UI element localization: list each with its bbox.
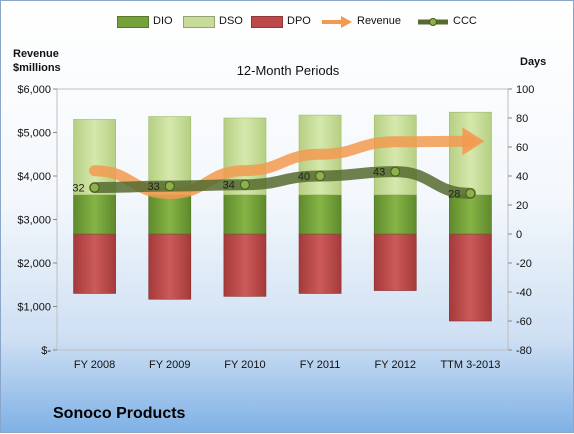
company-name: Sonoco Products: [53, 405, 186, 422]
left-axis-tick-label: $2,000: [17, 258, 51, 270]
left-axis-tick-label: $-: [41, 345, 51, 357]
right-axis-tick-label: 0: [516, 229, 522, 241]
bar-dpo: [298, 233, 342, 294]
bar-dio: [73, 194, 116, 235]
legend-label: CCC: [453, 15, 477, 27]
left-axis-tick-label: $3,000: [17, 215, 51, 227]
ccc-line: [89, 166, 476, 199]
legend-swatch: [183, 16, 215, 28]
chart-legend: DIO DSO DPO Revenue CCC: [1, 1, 574, 41]
legend-label: Revenue: [357, 15, 402, 27]
x-axis-tick-label: FY 2009: [149, 359, 190, 371]
right-axis-tick-label: -20: [516, 258, 532, 270]
ccc-data-label: 28: [448, 188, 460, 200]
x-axis-tick-label: FY 2011: [300, 359, 341, 371]
legend-label: DPO: [287, 15, 311, 27]
plot-area: [56, 88, 509, 351]
bar-dso: [373, 114, 417, 196]
left-axis-title: Revenue $millions: [13, 48, 61, 74]
legend-label: DSO: [219, 15, 243, 27]
x-axis-tick-label: FY 2008: [74, 359, 115, 371]
right-axis-tick-label: -60: [516, 316, 532, 328]
chart-title: 12-Month Periods: [236, 63, 340, 78]
right-axis-tick-label: 60: [516, 142, 528, 154]
ccc-data-label: 40: [298, 171, 310, 183]
ccc-point: [89, 182, 100, 193]
ccc-point: [465, 188, 476, 199]
legend-swatch: [251, 16, 283, 28]
bar-dio: [223, 194, 267, 235]
legend-swatch: [117, 16, 149, 28]
revenue-arrowhead: [462, 127, 485, 156]
bar-dpo: [73, 233, 116, 294]
left-axis-tick-label: $4,000: [17, 171, 51, 183]
ccc-point: [239, 179, 250, 190]
right-axis-tick-label: 80: [516, 113, 528, 125]
left-axis-tick-label: $5,000: [17, 128, 51, 140]
bar-dio: [449, 194, 492, 235]
x-axis-tick-label: TTM 3-2013: [440, 359, 500, 371]
line-marker-icon: [418, 18, 448, 26]
right-axis-title: Days: [520, 56, 547, 68]
bar-dpo: [223, 233, 267, 297]
ccc-point: [164, 181, 175, 192]
bar-dio: [373, 194, 417, 235]
revenue-line: [89, 135, 476, 200]
bar-dpo: [373, 233, 417, 291]
bar-dpo: [449, 233, 492, 322]
bar-dso: [449, 111, 492, 196]
right-axis-tick-label: 20: [516, 200, 528, 212]
left-axis-tick-label: $6,000: [17, 84, 51, 96]
right-axis-tick-label: -80: [516, 345, 532, 357]
right-axis-tick-label: -40: [516, 287, 532, 299]
bar-dio: [148, 194, 192, 235]
left-axis-tick-label: $1,000: [17, 302, 51, 314]
bar-dio: [298, 194, 342, 235]
arrow-icon: [322, 16, 352, 28]
legend-label: DIO: [153, 15, 173, 27]
ccc-data-label: 33: [148, 181, 160, 193]
x-axis-tick-label: FY 2012: [375, 359, 416, 371]
bar-dpo: [148, 233, 192, 300]
ccc-data-label: 43: [373, 167, 385, 179]
ccc-data-label: 34: [223, 180, 235, 192]
right-axis-tick-label: 40: [516, 171, 528, 183]
right-axis-tick-label: 100: [516, 84, 534, 96]
ccc-point: [390, 166, 401, 177]
ccc-data-label: 32: [72, 183, 84, 195]
ccc-point: [315, 171, 326, 181]
x-axis-tick-label: FY 2010: [224, 359, 265, 371]
